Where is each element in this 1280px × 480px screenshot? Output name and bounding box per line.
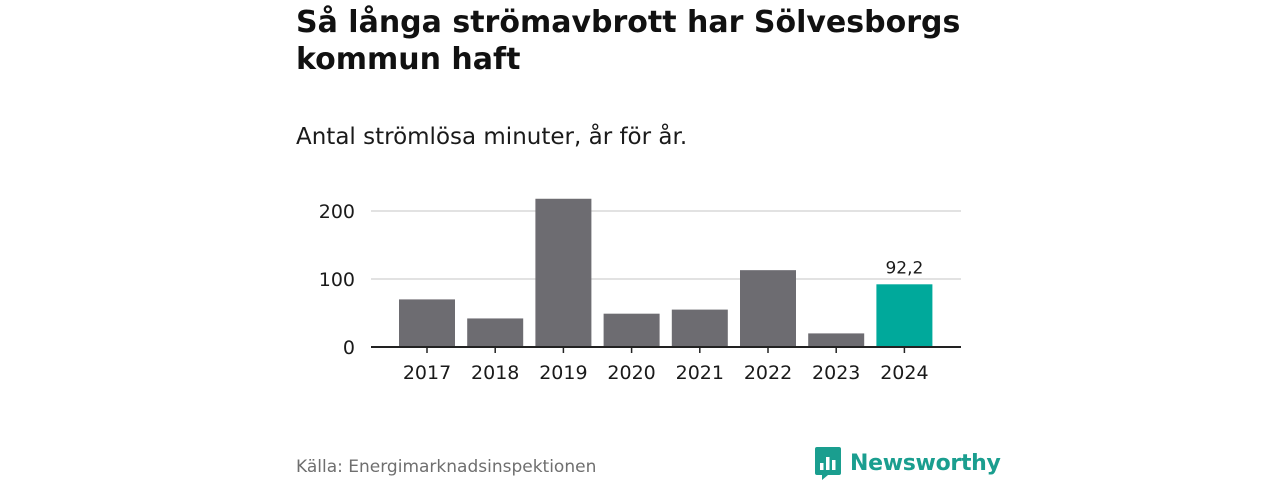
source-note: Källa: Energimarknadsinspektionen <box>296 457 597 477</box>
x-tick-label: 2018 <box>471 362 519 384</box>
x-tick-label: 2017 <box>403 362 451 384</box>
y-tick-label: 0 <box>343 337 355 359</box>
data-label: 92,2 <box>885 258 923 278</box>
chart-title: Så långa strömavbrott har Sölvesborgs ko… <box>296 5 961 77</box>
x-tick-label: 2021 <box>676 362 724 384</box>
x-tick-label: 2022 <box>744 362 792 384</box>
y-tick-label: 200 <box>319 201 355 223</box>
y-tick-label: 100 <box>319 269 355 291</box>
bar <box>603 313 660 347</box>
x-tick-label: 2019 <box>539 362 587 384</box>
x-tick-label: 2023 <box>812 362 860 384</box>
bar <box>467 318 524 347</box>
brand-name: Newsworthy <box>850 450 1001 476</box>
chart-subtitle: Antal strömlösa minuter, år för år. <box>296 124 688 150</box>
bar <box>535 198 592 347</box>
bar <box>740 270 796 347</box>
x-tick-label: 2020 <box>607 362 655 384</box>
bar <box>876 284 933 347</box>
bar <box>808 333 865 347</box>
bar <box>671 309 728 347</box>
newsworthy-logo-icon <box>815 446 841 480</box>
bar <box>399 299 455 347</box>
x-tick-label: 2024 <box>880 362 928 384</box>
brand-logo: Newsworthy <box>815 446 1001 480</box>
